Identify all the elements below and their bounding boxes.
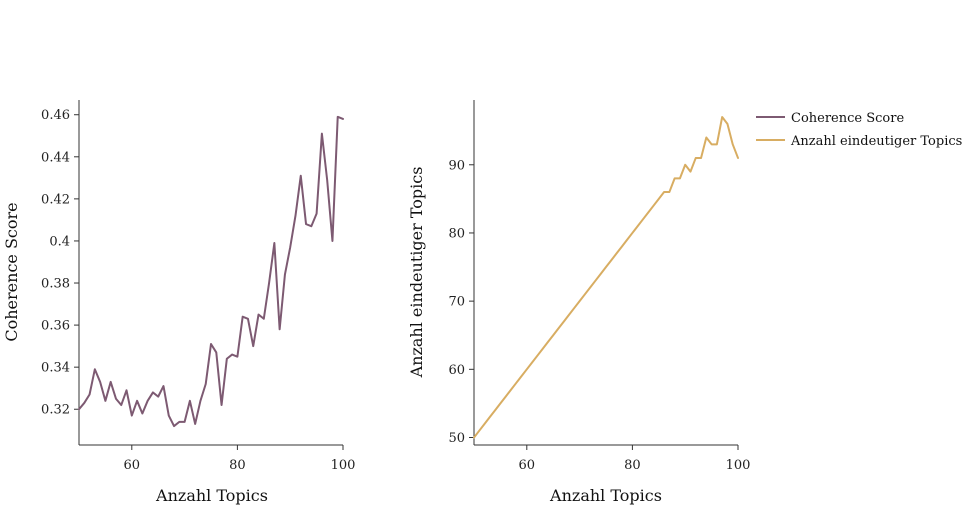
y-axis-title: Coherence Score	[2, 202, 21, 341]
unique-topics-plot: Anzahl Topics Anzahl eindeutiger Topics …	[407, 100, 750, 505]
x-axis-title: Anzahl Topics	[155, 486, 268, 505]
y-tick-label: 90	[448, 158, 465, 173]
y-tick-label: 0.34	[41, 361, 70, 376]
x-tick-label: 60	[124, 458, 141, 473]
y-tick-label: 0.44	[41, 150, 70, 165]
series-line	[474, 117, 738, 437]
y-tick-label: 0.36	[41, 319, 70, 334]
y-tick-label: 60	[448, 363, 465, 378]
x-tick-label: 80	[624, 458, 641, 473]
y-tick-label: 70	[448, 295, 465, 310]
legend-label-unique-topics: Anzahl eindeutiger Topics	[790, 134, 962, 149]
y-tick-label: 0.32	[41, 403, 70, 418]
x-tick-label: 100	[726, 458, 751, 473]
coherence-plot: Anzahl Topics Coherence Score 60 80 100 0.3…	[2, 100, 355, 505]
y-tick-label: 0.42	[41, 192, 70, 207]
x-axis-title: Anzahl Topics	[549, 486, 662, 505]
series-line	[79, 117, 343, 426]
y-tick-label: 0.38	[41, 277, 70, 292]
legend: Coherence Score Anzahl eindeutiger Topic…	[756, 111, 962, 149]
y-tick-label: 80	[448, 226, 465, 241]
legend-label-coherence: Coherence Score	[791, 111, 904, 126]
y-tick-label: 0.46	[41, 108, 70, 123]
x-tick-label: 80	[229, 458, 246, 473]
x-tick-label: 100	[331, 458, 356, 473]
y-tick-label: 50	[448, 431, 465, 446]
y-axis-title: Anzahl eindeutiger Topics	[407, 167, 426, 379]
x-tick-label: 60	[519, 458, 536, 473]
y-tick-label: 0.4	[49, 234, 70, 249]
